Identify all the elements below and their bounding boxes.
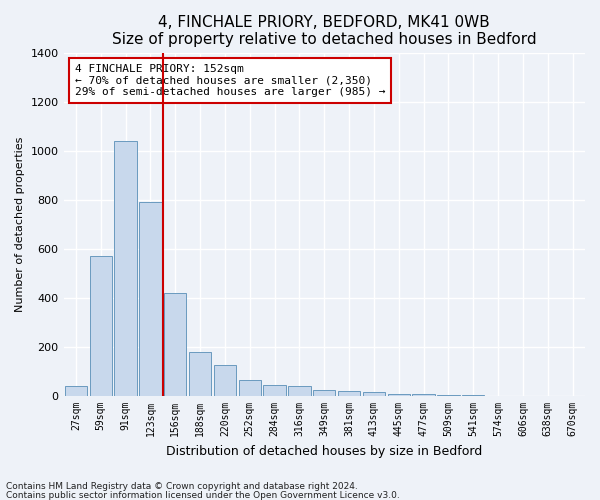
- Text: Contains public sector information licensed under the Open Government Licence v3: Contains public sector information licen…: [6, 490, 400, 500]
- Text: 4 FINCHALE PRIORY: 152sqm
← 70% of detached houses are smaller (2,350)
29% of se: 4 FINCHALE PRIORY: 152sqm ← 70% of detac…: [74, 64, 385, 97]
- Bar: [437, 395, 460, 396]
- Bar: [338, 390, 360, 396]
- Bar: [89, 256, 112, 396]
- Bar: [164, 293, 187, 396]
- Bar: [363, 392, 385, 396]
- Bar: [139, 202, 161, 396]
- Bar: [412, 394, 435, 396]
- Bar: [263, 385, 286, 396]
- Bar: [313, 390, 335, 396]
- X-axis label: Distribution of detached houses by size in Bedford: Distribution of detached houses by size …: [166, 444, 482, 458]
- Title: 4, FINCHALE PRIORY, BEDFORD, MK41 0WB
Size of property relative to detached hous: 4, FINCHALE PRIORY, BEDFORD, MK41 0WB Si…: [112, 15, 536, 48]
- Bar: [65, 386, 87, 396]
- Bar: [239, 380, 261, 396]
- Bar: [189, 352, 211, 396]
- Bar: [288, 386, 311, 396]
- Bar: [115, 141, 137, 396]
- Bar: [214, 366, 236, 396]
- Bar: [388, 394, 410, 396]
- Text: Contains HM Land Registry data © Crown copyright and database right 2024.: Contains HM Land Registry data © Crown c…: [6, 482, 358, 491]
- Y-axis label: Number of detached properties: Number of detached properties: [15, 136, 25, 312]
